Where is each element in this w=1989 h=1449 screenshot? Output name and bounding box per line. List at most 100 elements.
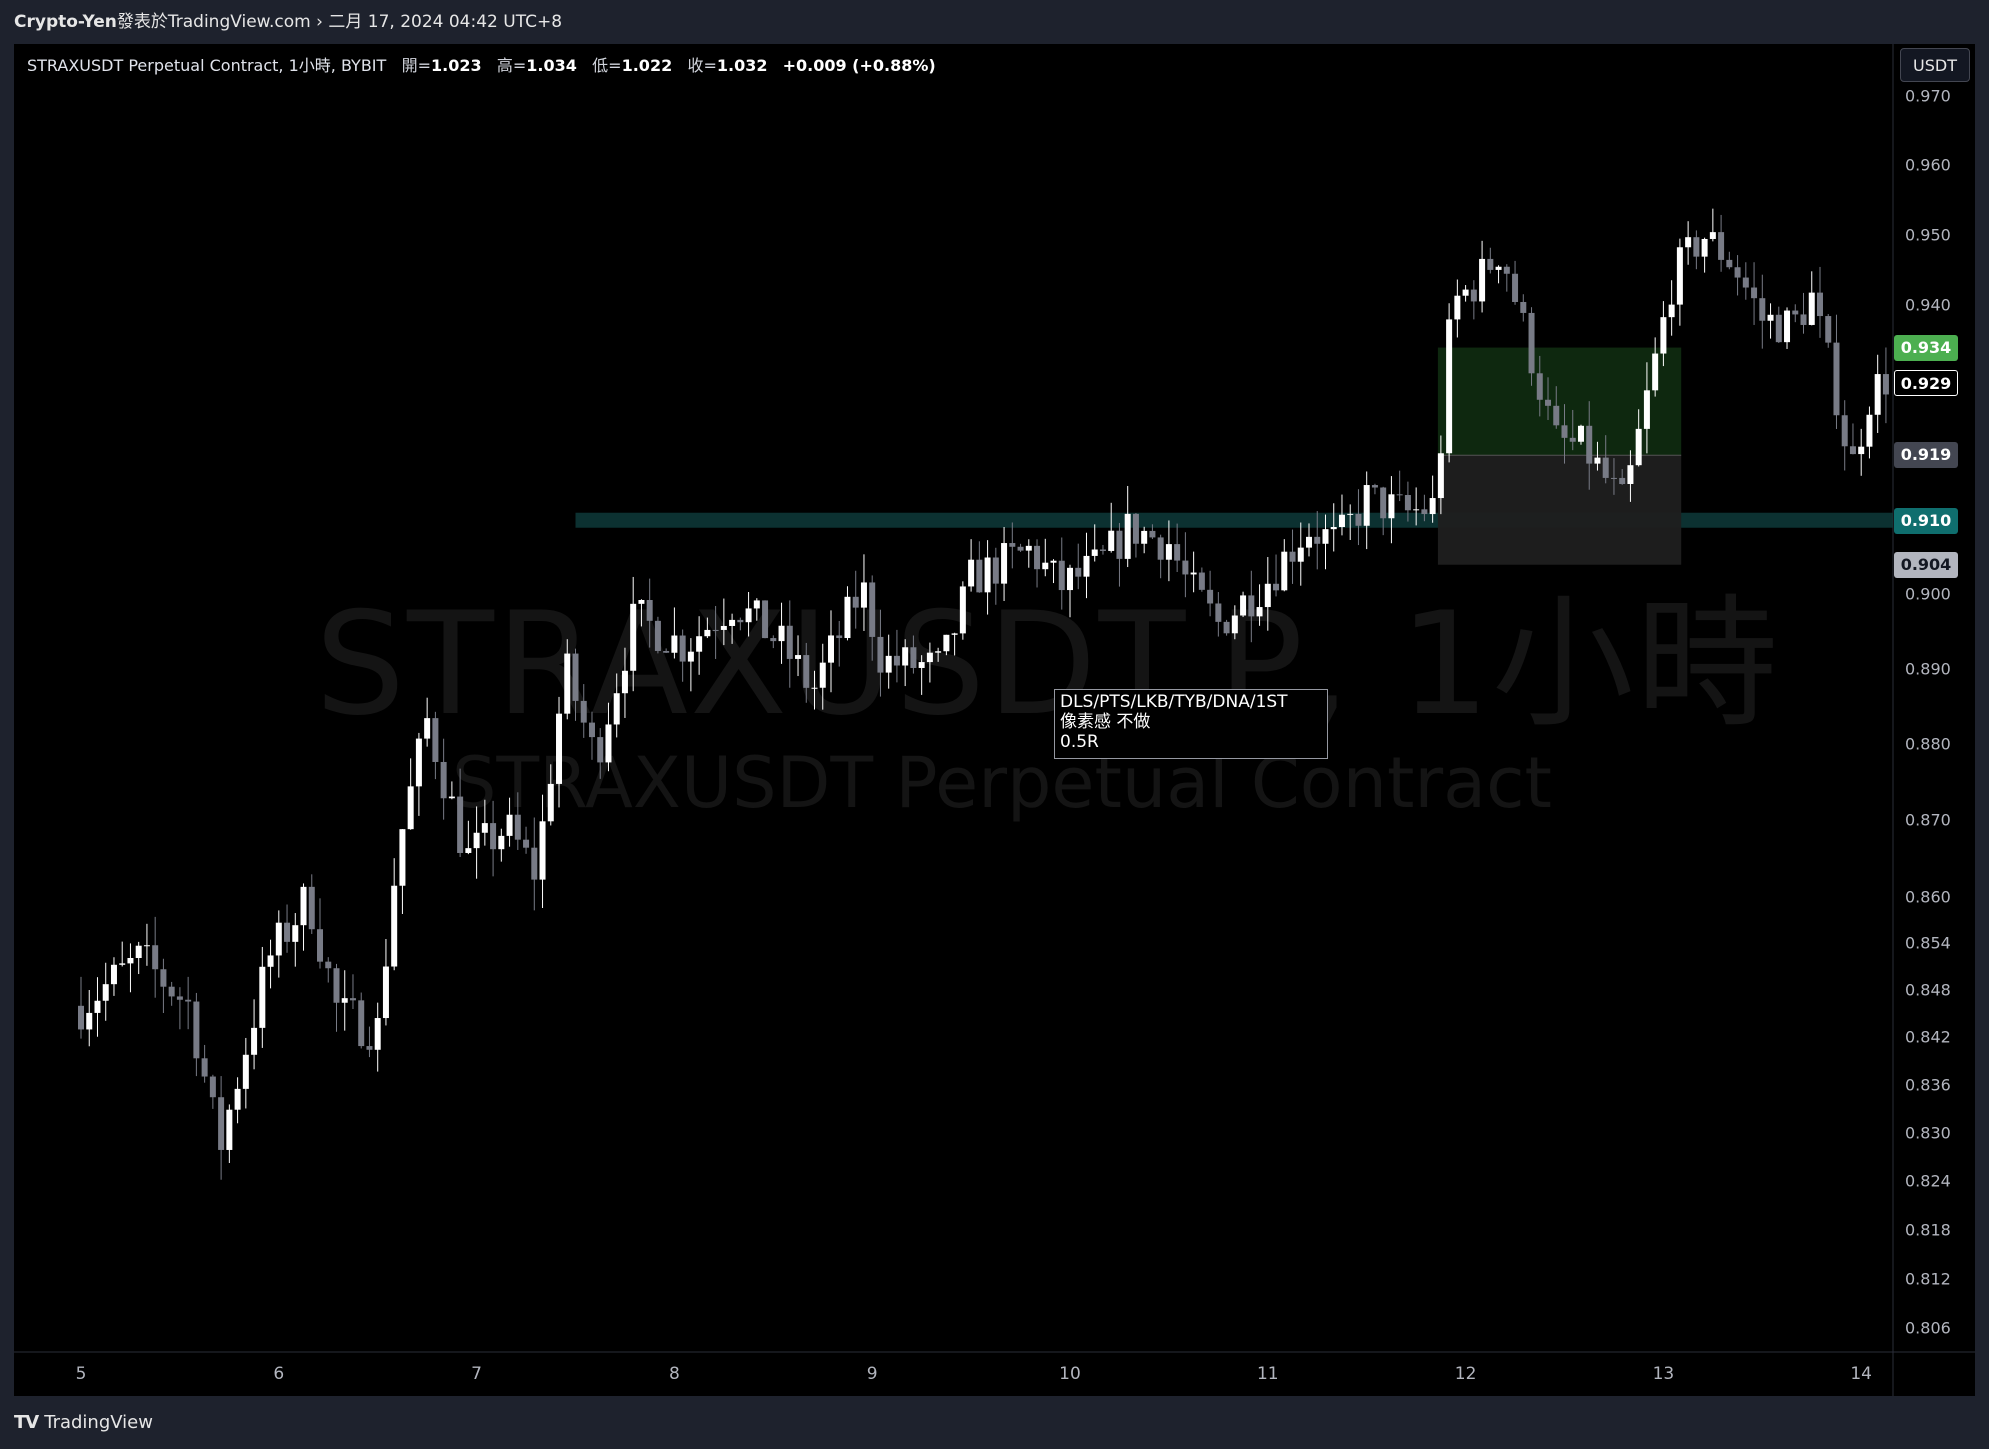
candle-body — [1404, 495, 1411, 511]
time-tick-label: 10 — [1059, 1364, 1081, 1384]
price-tick-label: 0.870 — [1905, 810, 1951, 830]
candle-body — [1421, 509, 1428, 515]
candle-body — [976, 559, 983, 593]
candle-body — [1388, 494, 1395, 519]
candle-body — [852, 596, 859, 608]
candle-body — [819, 662, 826, 688]
candle-body — [646, 599, 653, 621]
candle-body — [597, 737, 604, 763]
candle-body — [1586, 425, 1593, 464]
candle-body — [1487, 258, 1494, 270]
tv-logo-icon: TV — [14, 1412, 39, 1433]
candle-body — [1512, 273, 1519, 302]
candle-body — [1816, 292, 1823, 317]
candle-body — [1792, 310, 1799, 315]
candle-body — [762, 600, 769, 639]
candle-body — [1149, 530, 1156, 538]
candle-body — [1322, 529, 1329, 544]
legend-open: 1.023 — [431, 56, 482, 75]
price-label-stop: 0.904 — [1894, 551, 1958, 578]
candle-body — [588, 722, 595, 738]
chart-frame — [14, 44, 1975, 1396]
candle-body — [1503, 266, 1510, 274]
candle-body — [110, 964, 117, 985]
candle-body — [1314, 536, 1321, 544]
candle-body — [1849, 446, 1856, 455]
price-tick-label: 0.860 — [1905, 887, 1951, 907]
candle-body — [1660, 317, 1667, 354]
candle-body — [374, 1018, 381, 1050]
candle-body — [1198, 572, 1205, 590]
author-name[interactable]: Crypto-Yen — [14, 12, 117, 32]
candle-body — [1338, 514, 1345, 528]
legend-symbol[interactable]: STRAXUSDT Perpetual Contract, 1小時, BYBIT — [27, 56, 387, 75]
candle-body — [1017, 546, 1024, 551]
price-label-target: 0.934 — [1894, 334, 1958, 361]
candle-body — [1882, 374, 1889, 395]
candle-body — [1610, 477, 1617, 479]
price-tick-label: 0.806 — [1905, 1318, 1951, 1338]
price-tick-label: 0.812 — [1905, 1269, 1951, 1289]
candle-body — [679, 635, 686, 662]
candle-body — [1306, 536, 1313, 548]
candle-body — [1083, 555, 1090, 577]
candle-body — [1264, 583, 1271, 608]
candle-body — [490, 823, 497, 850]
candle-body — [152, 945, 159, 970]
candle-body — [1042, 562, 1049, 570]
candle-body — [1759, 298, 1766, 321]
note-line-3: 0.5R — [1060, 732, 1099, 752]
candle-body — [523, 839, 530, 848]
candle-body — [671, 635, 678, 653]
candle-body — [1413, 509, 1420, 511]
candle-body — [143, 945, 150, 947]
candle-body — [844, 596, 851, 639]
candle-body — [729, 619, 736, 626]
candle-body — [630, 603, 637, 671]
legend-high-label: 高= — [496, 56, 527, 75]
candle-body — [1141, 530, 1148, 544]
candle-body — [391, 885, 398, 967]
candle-body — [1841, 415, 1848, 447]
candle-body — [424, 718, 431, 739]
candle-body — [506, 814, 513, 836]
candle-body — [1619, 477, 1626, 484]
candle-body — [1075, 567, 1082, 577]
candle-body — [1116, 530, 1123, 559]
candle-body — [1685, 237, 1692, 248]
candle-body — [1693, 237, 1700, 257]
tradingview-logo[interactable]: TV TradingView — [14, 1409, 153, 1437]
candle-body — [1001, 543, 1008, 584]
candle-body — [1363, 485, 1370, 526]
candle-body — [918, 662, 925, 668]
candle-body — [984, 557, 991, 593]
candle-body — [1808, 292, 1815, 325]
candle-body — [1182, 560, 1189, 575]
price-tick-label: 0.830 — [1905, 1123, 1951, 1143]
candle-body — [836, 635, 843, 639]
candle-body — [341, 998, 348, 1003]
candle-body — [1289, 551, 1296, 562]
candle-body — [860, 582, 867, 608]
currency-button[interactable]: USDT — [1900, 48, 1970, 82]
candle-body — [1215, 603, 1222, 622]
candle-body — [1174, 544, 1181, 561]
candle-body — [308, 886, 315, 930]
candle-body — [1545, 399, 1552, 406]
tradingview-logo-text: TradingView — [44, 1412, 153, 1433]
candle-body — [1751, 287, 1758, 299]
symbol-legend: STRAXUSDT Perpetual Contract, 1小時, BYBIT… — [27, 52, 936, 76]
candle-body — [1874, 374, 1881, 415]
price-label-last: 0.929 — [1894, 370, 1958, 397]
candle-body — [333, 968, 340, 1003]
price-tick-label: 0.950 — [1905, 225, 1951, 245]
candle-body — [94, 1000, 101, 1013]
text-note[interactable]: DLS/PTS/LKB/TYB/DNA/1ST 像素感 不做 0.5R — [1054, 689, 1328, 759]
candle-body — [399, 829, 406, 886]
candle-body — [737, 619, 744, 623]
time-tick-label: 13 — [1652, 1364, 1675, 1384]
candle-body — [1718, 232, 1725, 260]
candle-body — [325, 961, 332, 969]
price-tick-label: 0.890 — [1905, 659, 1951, 679]
